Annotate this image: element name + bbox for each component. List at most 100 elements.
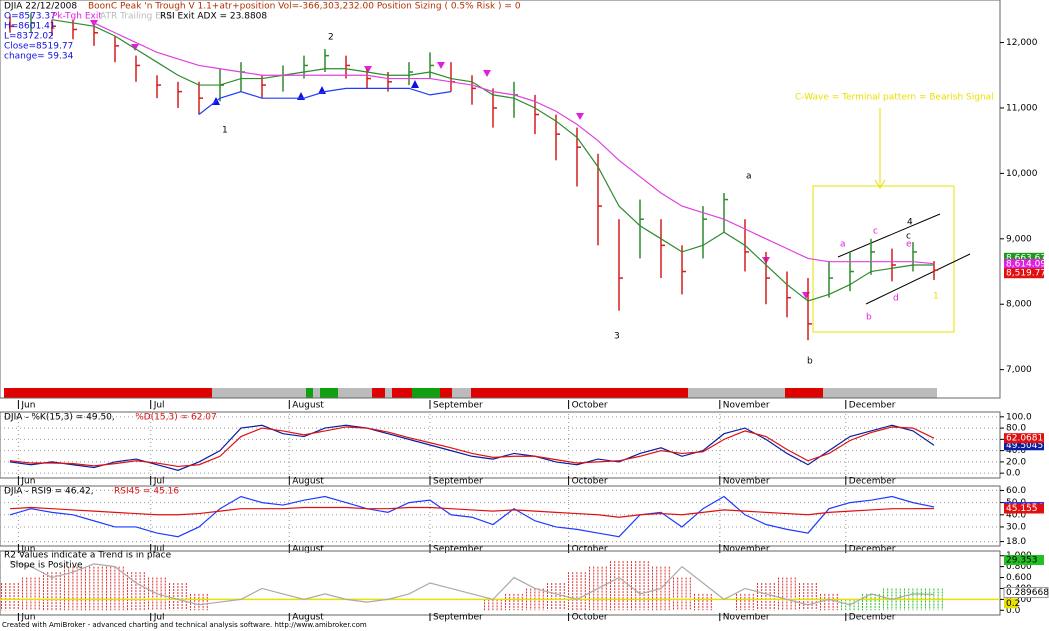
panel [0,550,1001,616]
y-tick-label: 12,000 [1006,38,1038,48]
x-tick-label: December [849,545,896,555]
y-tick-label: 11,000 [1006,103,1038,113]
x-tick-label: October [572,545,608,555]
x-tick-label: Jul [153,613,165,623]
info-line: Close=8519.77 [4,42,73,52]
annotation: a [746,172,752,182]
info-line: H=8601.41 [4,22,56,32]
last-value: 62.0681 [1006,434,1043,444]
y-tick-label: 9,000 [1006,234,1032,244]
series-line [9,424,935,471]
x-tick-label: December [849,477,896,487]
panel [0,485,1001,547]
x-tick-label: September [433,477,483,487]
y-tick-label: 40.0 [1006,446,1026,456]
annotation: b [866,313,872,323]
annotation: C-Wave = Terminal pattern = Bearish Sign… [795,93,994,103]
panel-title: R2 Values indicate a Trend is in place [4,551,172,561]
annotation: c [906,232,911,242]
y-tick-label: 18.0 [1006,537,1026,547]
info: O=8573.37 [4,12,56,22]
x-tick-label: October [572,401,608,411]
series-line [93,22,935,265]
x-tick-label: October [572,477,608,487]
annotation: 2 [328,33,334,43]
panel [0,411,1001,479]
annotation: 3 [614,332,620,342]
x-tick-label: August [292,613,324,623]
x-tick-label: September [433,401,483,411]
panel-title: DJIA - RSI9 = 46.42, [4,487,94,497]
annotation: 1 [933,292,939,302]
annotation: d [893,294,899,304]
price-label-box [1004,259,1044,270]
annotation: 4 [907,218,913,228]
x-tick-label: Jul [153,401,165,411]
last-value: 49.5045 [1006,441,1043,451]
x-tick-label: September [433,545,483,555]
info: RSI Exit ADX = 23.8808 [160,12,267,22]
series-line [9,506,935,518]
marker-box [1004,555,1044,565]
panel-bg [1,553,999,613]
info-line: change= 59.34 [4,52,74,62]
footer: Created with AmiBroker - advanced charti… [2,621,367,629]
annotation: c [873,227,878,237]
annotation: e [906,240,912,250]
price-label-box [1004,252,1044,263]
y-tick-label: 7,000 [1006,365,1032,375]
marker-label: 29.353 [1006,556,1038,566]
price-label: 8,519.77 [1006,269,1046,279]
y-tick-label: 30.0 [1006,522,1026,532]
signal-band [4,388,937,398]
last-value-box [1004,440,1044,451]
last-value-box [1003,586,1049,598]
y-tick-label: 0.0 [1006,469,1021,479]
x-tick-label: August [292,401,324,411]
series-line [198,87,452,115]
price-label-box [1004,268,1044,279]
y-tick-label: 10,000 [1006,169,1038,179]
series-line [9,495,935,538]
panel-subtitle: Slope is Positive [10,561,83,571]
y-tick-label: 100.0 [1006,412,1032,422]
last-value: 45.155 [1006,504,1038,514]
chart-title: DJIA 22/12/2008 [4,2,77,12]
wedge-lines [837,213,971,305]
y-tick-label: 60.0 [1006,486,1026,496]
series-line [9,560,935,606]
price-label: 8,663.67 [1006,253,1046,263]
x-tick-label: August [292,477,324,487]
x-tick-label: November [723,545,770,555]
x-tick-label: Jun [20,401,35,411]
arrow [874,108,886,189]
y-tick-label: 8,000 [1006,300,1032,310]
y-tick-label: 0.200 [1006,595,1032,605]
y-tick-label: 0.0 [1006,606,1021,616]
x-tick-label: September [433,613,483,623]
y-tick-label: 0.600 [1006,573,1032,583]
x-tick-label: Jun [20,613,35,623]
threshold-box [1004,598,1018,609]
series-line [9,426,935,468]
x-tick-label: August [292,545,324,555]
x-tick-label: Jul [153,545,165,555]
x-tick-label: December [849,401,896,411]
info: ATR Trailing Exit [100,12,173,22]
threshold-label: 0.2 [1006,599,1020,609]
panel [0,0,1001,399]
info: Pk-Tgh Exit [52,12,102,22]
y-tick-label: 0.800 [1006,562,1032,572]
price-label: 8,614.09 [1006,260,1046,270]
chart-subtitle: BoonC Peak 'n Trough V 1.1+atr+position … [88,2,521,12]
last-value-box [1004,433,1044,444]
annotation: a [840,240,846,250]
y-tick-label: 20.0 [1006,457,1026,467]
x-tick-label: Jun [20,477,35,487]
annotation: b [807,357,813,367]
series-line [51,19,934,302]
panel-title: %D(15,3) = 62.07 [135,413,217,423]
x-tick-label: December [849,613,896,623]
panel-title: DJIA - %K(15,3) = 49.50, [4,413,115,423]
